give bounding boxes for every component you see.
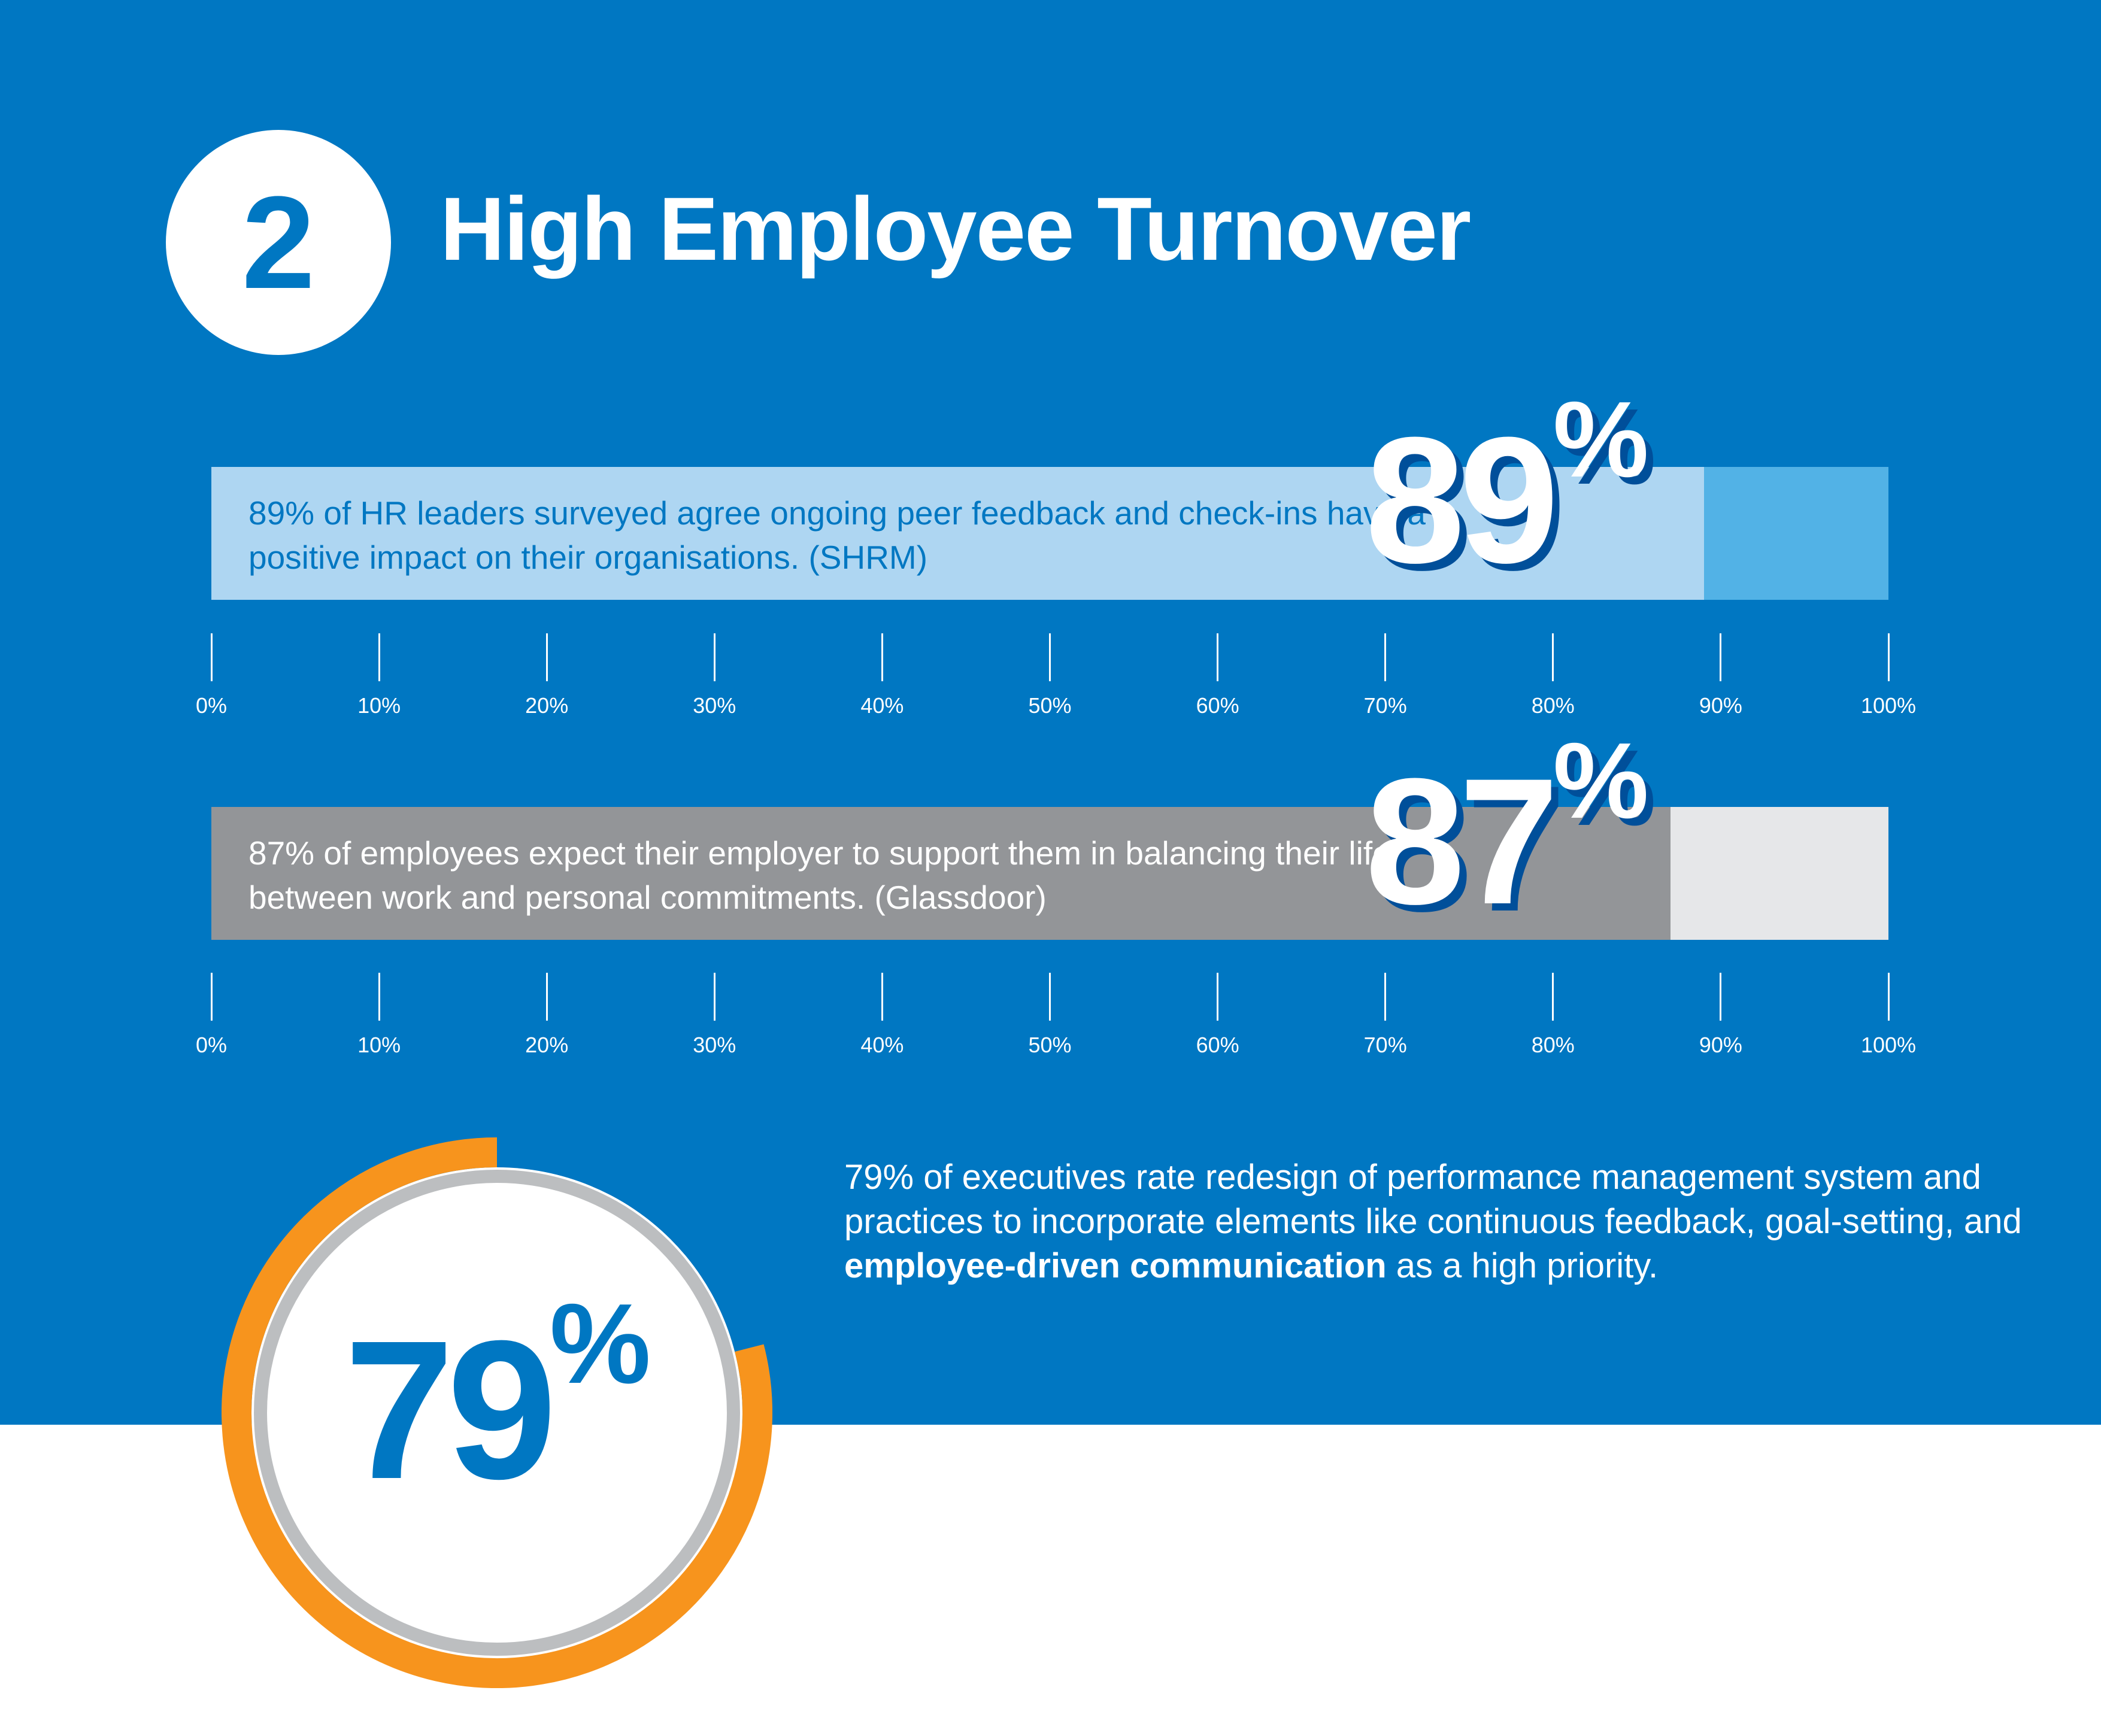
axis-2-tick-label: 0% (195, 1033, 228, 1057)
axis-1-tick (1887, 633, 1890, 681)
axis-2-tick (378, 973, 380, 1021)
page-title: High Employee Turnover (440, 178, 1471, 279)
axis-1-tick (1217, 633, 1219, 681)
big-percent-2-suffix: % (1553, 721, 1649, 841)
ring-description-text-2: as a high priority. (1386, 1246, 1659, 1285)
section-number-badge: 2 (166, 130, 391, 355)
ring-description-bold: employee-driven communication (844, 1246, 1387, 1285)
ring-description-text-1: 79% of executives rate redesign of perfo… (844, 1158, 2022, 1241)
axis-1: 0% 10% 20% 30% 40% 50% 60% 70% 80% 90% 100% (196, 633, 1916, 718)
ring-percent-suffix: % (550, 1280, 651, 1407)
bar-track-2: 87% of employees expect their employer t… (211, 807, 1888, 940)
axis-1-tick-label: 100% (1860, 693, 1917, 718)
axis-1-tick-label: 50% (1028, 693, 1072, 718)
bar-fill-1 (211, 467, 1704, 600)
axis-1-tick (1384, 633, 1387, 681)
axis-2-tick (881, 973, 883, 1021)
ring-percent: 79% (344, 1287, 651, 1509)
bar-track-1: 89% of HR leaders surveyed agree ongoing… (211, 467, 1888, 600)
axis-1-tick-label: 70% (1363, 693, 1407, 718)
ring-chart (222, 1137, 772, 1688)
axis-1-tick-label: 40% (860, 693, 904, 718)
axis-2-tick-label: 90% (1699, 1033, 1742, 1057)
axis-1-tick (1049, 633, 1051, 681)
axis-1-tick (1552, 633, 1554, 681)
big-percent-2: 87% (1365, 727, 1649, 931)
axis-1-tick (881, 633, 883, 681)
axis-1-tick-label: 80% (1531, 693, 1575, 718)
axis-1-tick-label: 90% (1699, 693, 1742, 718)
axis-2-tick-label: 80% (1531, 1033, 1575, 1057)
axis-1-tick-label: 0% (195, 693, 228, 718)
axis-2-tick (210, 973, 213, 1021)
axis-2-tick-label: 100% (1860, 1033, 1917, 1057)
big-percent-1-number: 89 (1365, 399, 1559, 600)
big-percent-1: 89% (1365, 386, 1649, 590)
axis-1-tick (713, 633, 716, 681)
axis-2-tick-label: 70% (1363, 1033, 1407, 1057)
axis-2-tick (545, 973, 548, 1021)
axis-2-tick (1887, 973, 1890, 1021)
axis-1-tick (378, 633, 380, 681)
axis-2: 0% 10% 20% 30% 40% 50% 60% 70% 80% 90% 100% (196, 973, 1916, 1057)
axis-1-tick-label: 20% (525, 693, 569, 718)
ring-arc (222, 1137, 772, 1688)
axis-2-tick (1720, 973, 1722, 1021)
axis-2-tick (1217, 973, 1219, 1021)
axis-2-tick-label: 20% (525, 1033, 569, 1057)
axis-1-tick (1720, 633, 1722, 681)
axis-1-tick-label: 10% (357, 693, 401, 718)
axis-1-tick-label: 30% (693, 693, 736, 718)
ring-percent-number: 79 (344, 1299, 557, 1520)
axis-2-tick-label: 60% (1196, 1033, 1239, 1057)
axis-2-tick (1384, 973, 1387, 1021)
axis-2-tick-label: 30% (693, 1033, 736, 1057)
ring-inner-track (254, 1170, 740, 1656)
axis-1-tick (210, 633, 213, 681)
axis-2-tick (1049, 973, 1051, 1021)
axis-2-tick (1552, 973, 1554, 1021)
ring-description: 79% of executives rate redesign of perfo… (844, 1155, 2042, 1288)
axis-2-tick-label: 50% (1028, 1033, 1072, 1057)
section-number: 2 (241, 169, 316, 316)
axis-2-tick-label: 40% (860, 1033, 904, 1057)
axis-1-tick (545, 633, 548, 681)
ring-center (251, 1167, 742, 1658)
big-percent-2-number: 87 (1365, 740, 1559, 942)
big-percent-1-suffix: % (1553, 380, 1649, 500)
axis-1-tick-label: 60% (1196, 693, 1239, 718)
bar-caption-2: 87% of employees expect their employer t… (248, 834, 1391, 916)
bar-caption-1: 89% of HR leaders surveyed agree ongoing… (248, 494, 1426, 576)
bar-fill-2 (211, 807, 1671, 940)
axis-2-tick (713, 973, 716, 1021)
axis-2-tick-label: 10% (357, 1033, 401, 1057)
